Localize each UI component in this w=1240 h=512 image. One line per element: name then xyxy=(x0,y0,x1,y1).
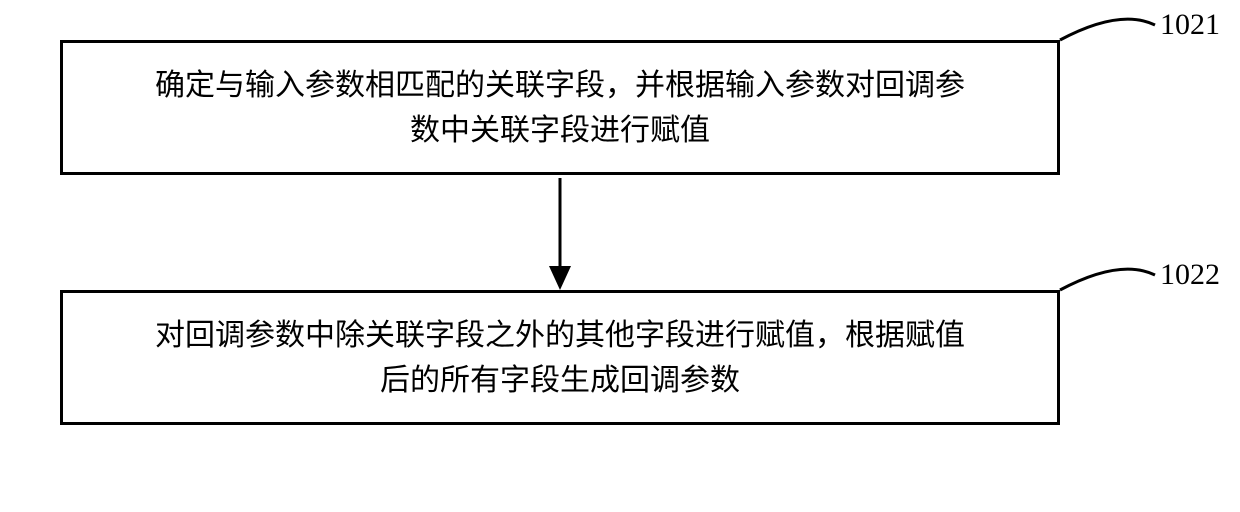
flow-node-1: 确定与输入参数相匹配的关联字段，并根据输入参数对回调参 数中关联字段进行赋值 xyxy=(60,40,1060,175)
ref-label-1021: 1021 xyxy=(1160,8,1220,42)
flowchart-canvas: 确定与输入参数相匹配的关联字段，并根据输入参数对回调参 数中关联字段进行赋值 1… xyxy=(0,0,1240,512)
ref-label-1022: 1022 xyxy=(1160,258,1220,292)
flow-node-2-text: 对回调参数中除关联字段之外的其他字段进行赋值，根据赋值 后的所有字段生成回调参数 xyxy=(155,313,965,403)
flow-node-1-text: 确定与输入参数相匹配的关联字段，并根据输入参数对回调参 数中关联字段进行赋值 xyxy=(155,63,965,153)
flow-node-2: 对回调参数中除关联字段之外的其他字段进行赋值，根据赋值 后的所有字段生成回调参数 xyxy=(60,290,1060,425)
